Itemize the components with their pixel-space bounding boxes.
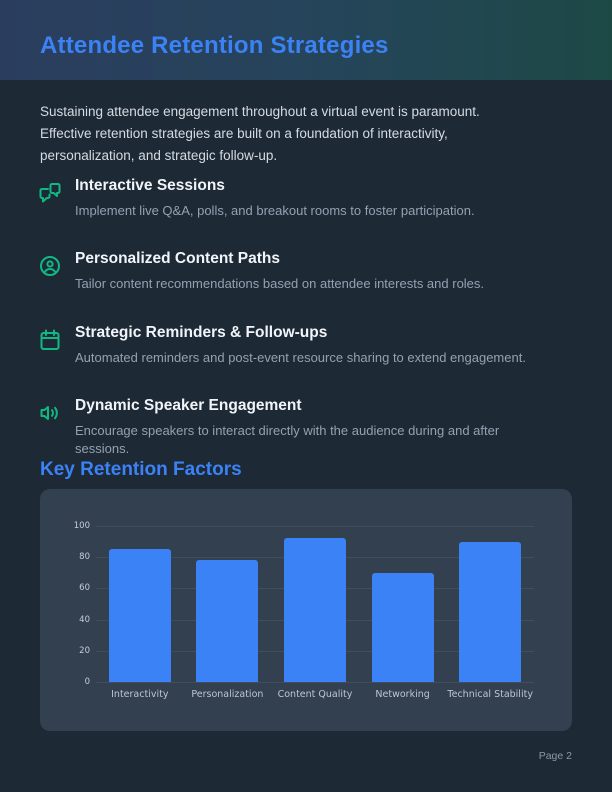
- item-title: Dynamic Speaker Engagement: [75, 397, 302, 414]
- x-axis-category-label: Content Quality: [277, 689, 353, 700]
- x-axis-category-label: Technical Stability: [447, 689, 533, 700]
- gridline: [96, 526, 534, 527]
- bar-networking: [371, 572, 434, 682]
- item-description: Encourage speakers to interact directly …: [75, 423, 500, 456]
- page-header: Attendee Retention Strategies: [0, 0, 612, 80]
- strategy-item-personalized-paths: Personalized Content Paths Tailor conten…: [38, 250, 578, 293]
- section-heading: Key Retention Factors: [40, 459, 242, 480]
- item-description: Automated reminders and post-event resou…: [75, 350, 526, 365]
- user-circle-icon: [38, 254, 62, 278]
- speaker-volume-icon: [38, 401, 62, 425]
- bar-interactivity: [108, 549, 171, 682]
- page-title: Attendee Retention Strategies: [40, 32, 389, 59]
- y-axis-tick-label: 0: [84, 677, 90, 687]
- y-axis-tick-label: 80: [79, 552, 90, 563]
- intro-paragraph: Sustaining attendee engagement throughou…: [40, 104, 480, 163]
- page-footer: Page 2: [538, 750, 572, 762]
- bar-technical-stability: [459, 541, 522, 682]
- bar-content-quality: [284, 538, 346, 682]
- strategy-item-interactive-sessions: Interactive Sessions Implement live Q&A,…: [38, 177, 578, 220]
- y-axis-tick-label: 20: [79, 645, 90, 656]
- strategy-item-speaker-engagement: Dynamic Speaker Engagement Encourage spe…: [38, 397, 578, 458]
- gridline: [96, 682, 534, 683]
- calendar-icon: [38, 328, 62, 352]
- strategy-item-strategic-reminders: Strategic Reminders & Follow-ups Automat…: [38, 324, 578, 367]
- item-title: Interactive Sessions: [75, 177, 225, 194]
- y-axis-tick-label: 60: [79, 583, 90, 594]
- chart-plot: [96, 526, 534, 683]
- x-axis-category-label: Personalization: [191, 689, 264, 700]
- chat-bubbles-icon: [38, 181, 62, 205]
- item-title: Personalized Content Paths: [75, 250, 280, 267]
- item-title: Strategic Reminders & Follow-ups: [75, 324, 328, 341]
- chart-card: 0 20 40 60 80 100 Interactivity Personalization…: [40, 489, 572, 731]
- item-description: Implement live Q&A, polls, and breakout …: [75, 203, 475, 218]
- y-axis-tick-label: 40: [79, 614, 90, 625]
- item-description: Tailor content recommendations based on …: [75, 276, 485, 291]
- x-axis-category-label: Interactivity: [111, 689, 169, 700]
- x-axis-category-label: Networking: [375, 689, 430, 700]
- y-axis-tick-label: 100: [73, 521, 90, 531]
- bar-personalization: [196, 560, 259, 682]
